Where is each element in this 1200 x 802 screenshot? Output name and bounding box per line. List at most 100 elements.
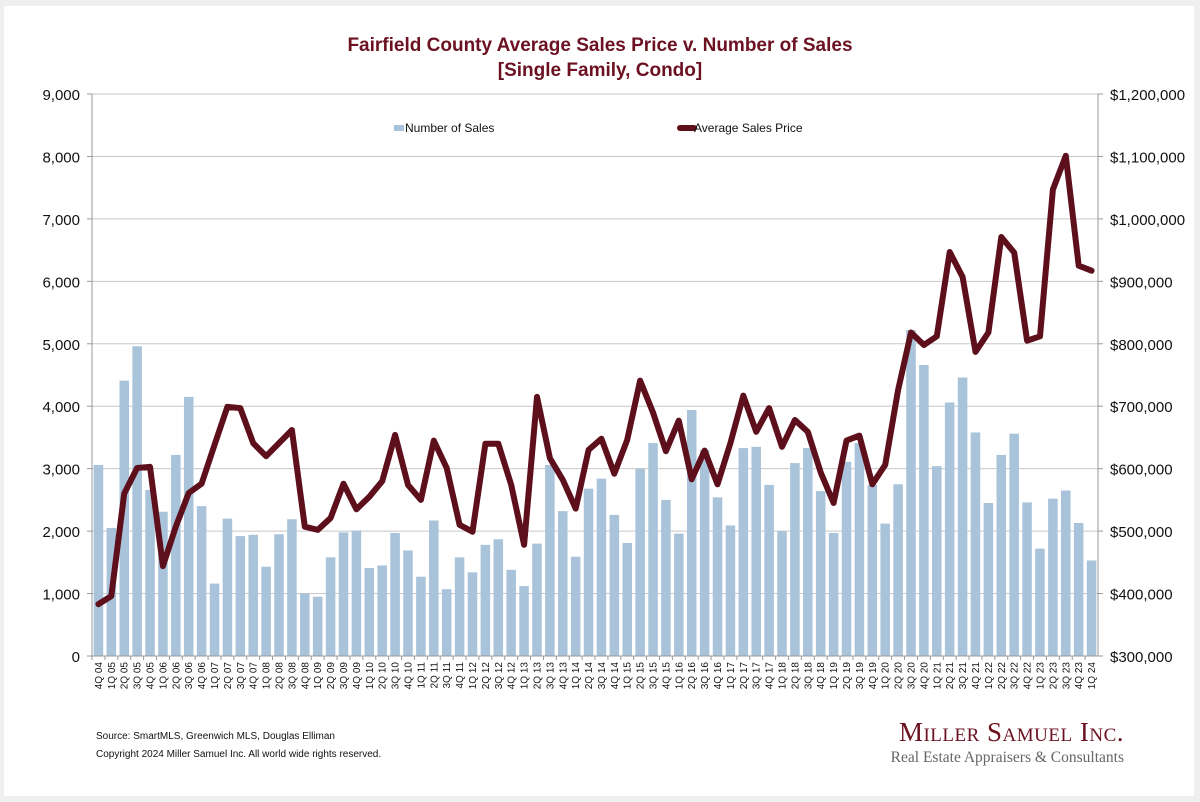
bar — [416, 576, 426, 656]
chart-title: Fairfield County Average Sales Price v. … — [347, 35, 853, 56]
bar — [196, 506, 207, 656]
right-tick-label: $300,000 — [1110, 649, 1173, 666]
bar — [545, 464, 555, 656]
x-tick-label: 3Q 21 — [958, 662, 969, 690]
bar — [725, 525, 736, 656]
x-tick-label: 1Q 06 — [158, 662, 169, 690]
x-tick-label: 4Q 07 — [249, 662, 260, 690]
bar — [93, 464, 104, 656]
bar — [364, 567, 375, 656]
legend: Number of Sales Average Sales Price — [394, 121, 803, 135]
x-tick-label: 1Q 23 — [1035, 662, 1046, 690]
x-tick-label: 1Q 18 — [778, 662, 789, 690]
right-tick-label: $500,000 — [1110, 524, 1173, 541]
bar — [235, 536, 246, 656]
bar — [932, 466, 942, 656]
x-tick-label: 4Q 19 — [868, 662, 879, 690]
bar — [183, 396, 194, 656]
bar — [880, 523, 890, 656]
bar — [854, 443, 865, 656]
bar — [803, 448, 813, 656]
gridlines — [87, 93, 1103, 657]
average-sales-price-line — [95, 152, 1095, 608]
x-tick-label: 3Q 20 — [906, 662, 917, 690]
bar — [429, 520, 439, 656]
chart-frame — [4, 6, 1194, 796]
x-tick-label: 1Q 10 — [365, 662, 376, 690]
x-tick-label: 3Q 23 — [1061, 662, 1072, 690]
bar — [751, 446, 761, 656]
bar — [222, 518, 233, 656]
x-tick-label: 4Q 05 — [146, 662, 157, 690]
chart-title-block: Fairfield County Average Sales Price v. … — [0, 33, 1200, 83]
x-tick-label: 4Q 04 — [94, 662, 105, 690]
x-tick-label: 4Q 11 — [455, 662, 466, 689]
bar — [1060, 490, 1071, 656]
bar — [777, 531, 787, 656]
x-tick-label: 1Q 20 — [881, 662, 892, 690]
bar — [674, 533, 684, 656]
x-tick-label: 4Q 17 — [765, 662, 776, 690]
brand-logo: Miller Samuel Inc. Real Estate Appraiser… — [864, 717, 1124, 769]
x-tick-label: 2Q 17 — [739, 662, 750, 690]
x-tick-label: 4Q 23 — [1074, 662, 1085, 690]
left-tick-label: 6,000 — [42, 274, 80, 291]
x-tick-label: 3Q 06 — [184, 662, 195, 690]
x-tick-label: 3Q 05 — [133, 662, 144, 690]
bar — [312, 596, 323, 656]
bar — [596, 478, 607, 656]
bar — [815, 491, 826, 656]
x-tick-label: 2Q 15 — [636, 662, 647, 690]
legend-label-average-sales-price: Average Sales Price — [694, 121, 803, 135]
bar — [351, 530, 362, 656]
x-tick-label: 3Q 13 — [545, 662, 556, 690]
x-tick-label: 1Q 07 — [210, 662, 221, 690]
x-tick-label: 1Q 19 — [829, 662, 840, 690]
chart-subtitle: [Single Family, Condo] — [497, 60, 703, 81]
bar — [957, 377, 968, 656]
x-tick-label: 1Q 05 — [107, 662, 118, 690]
x-tick-label: 2Q 21 — [945, 662, 956, 690]
bar — [377, 565, 387, 656]
bar — [261, 566, 271, 656]
bar — [325, 557, 336, 656]
bar — [609, 514, 620, 656]
bar — [132, 346, 142, 656]
x-tick-label: 4Q 06 — [197, 662, 208, 690]
bar — [699, 449, 710, 656]
x-tick-label: 3Q 22 — [1010, 662, 1021, 690]
bar — [1086, 560, 1097, 656]
bar — [686, 409, 697, 656]
x-tick-label: 4Q 14 — [610, 662, 621, 690]
x-tick-label: 2Q 13 — [532, 662, 543, 690]
x-tick-label: 2Q 14 — [584, 662, 595, 690]
bar — [1022, 502, 1032, 656]
bar — [635, 468, 645, 656]
x-tick-label: 2Q 16 — [687, 662, 698, 690]
x-tick-label: 3Q 14 — [597, 662, 608, 690]
x-tick-label: 3Q 15 — [649, 662, 660, 690]
bar — [300, 593, 310, 656]
left-tick-label: 0 — [72, 649, 80, 666]
bar — [622, 542, 633, 656]
bar — [996, 454, 1007, 656]
x-tick-label: 2Q 12 — [481, 662, 492, 690]
x-tick-label: 2Q 05 — [120, 662, 131, 690]
brand-tagline: Real Estate Appraisers & Consultants — [890, 749, 1124, 766]
bar — [906, 330, 916, 656]
x-tick-label: 2Q 11 — [429, 662, 440, 689]
x-tick-label: 3Q 12 — [494, 662, 505, 690]
bar-series — [93, 330, 1097, 656]
bar — [893, 484, 903, 656]
right-tick-label: $600,000 — [1110, 462, 1173, 479]
bar — [1073, 522, 1084, 656]
right-tick-label: $900,000 — [1110, 274, 1173, 291]
x-tick-label: 4Q 20 — [919, 662, 930, 690]
right-tick-label: $400,000 — [1110, 587, 1173, 604]
bar — [493, 539, 504, 656]
bar — [248, 534, 258, 656]
bar — [1035, 548, 1045, 656]
bar — [570, 556, 581, 656]
bar — [441, 589, 452, 656]
x-axis-ticks: 4Q 04 1Q 05 2Q 05 3Q 05 4Q 05 1Q 06 2Q 06 3Q 06… — [91, 656, 1098, 690]
